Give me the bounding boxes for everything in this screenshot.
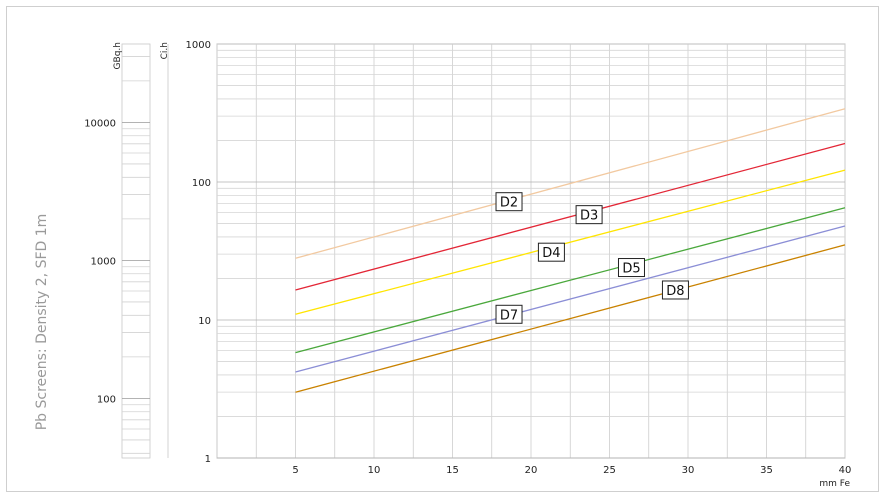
- y-tick-label: 1000: [186, 40, 211, 51]
- y-tick-label: 1: [205, 454, 211, 465]
- secondary-axis-unit: GBq.h: [113, 42, 123, 69]
- x-tick-label: 40: [839, 465, 852, 476]
- x-tick-label: 30: [682, 465, 695, 476]
- series-line-d2: [295, 108, 846, 259]
- series-line-d7: [295, 225, 846, 373]
- label-box-d4: [537, 242, 565, 262]
- series-labels: D2 D3 D4 D5 D7 D8: [495, 192, 689, 324]
- series-lines: [295, 108, 846, 393]
- secondary-tick-label: 1000: [91, 256, 116, 267]
- series-line-d5: [295, 207, 846, 354]
- secondary-axis-gbq: 100 1000 10000: [84, 43, 151, 459]
- label-box-d8: [661, 280, 689, 300]
- label-text-d5: D5: [622, 262, 640, 277]
- series-line-d4: [295, 169, 846, 315]
- series-line-d3: [295, 142, 846, 291]
- x-tick-label: 15: [446, 465, 459, 476]
- primary-axis-unit: Ci.h: [160, 42, 170, 59]
- label-text-d4: D4: [542, 246, 560, 261]
- label-box-d5: [617, 258, 645, 278]
- axis-ticks: 5 10 15 20 25 30 35 40 1 10 100 1000: [186, 40, 852, 476]
- x-tick-label: 25: [603, 465, 616, 476]
- label-text-d7: D7: [500, 308, 518, 323]
- x-axis-unit: mm Fe: [819, 479, 850, 489]
- secondary-scale-border: [121, 43, 151, 459]
- label-text-d2: D2: [500, 196, 518, 211]
- label-text-d3: D3: [580, 209, 598, 224]
- y-tick-label: 10: [198, 316, 211, 327]
- x-tick-label: 20: [525, 465, 538, 476]
- chart-frame: [6, 6, 879, 492]
- label-box-d7: [495, 304, 523, 324]
- x-tick-label: 35: [760, 465, 773, 476]
- grid: [216, 43, 846, 459]
- chart-title: Pb Screens: Density 2, SFD 1m: [34, 214, 50, 431]
- secondary-tick-label: 100: [97, 394, 116, 405]
- y-tick-label: 100: [192, 178, 211, 189]
- series-line-d8: [295, 244, 846, 393]
- x-tick-label: 5: [292, 465, 298, 476]
- label-box-d2: [495, 192, 523, 212]
- secondary-tick-label: 10000: [84, 118, 116, 129]
- label-text-d8: D8: [666, 284, 684, 299]
- x-tick-label: 10: [368, 465, 381, 476]
- label-box-d3: [575, 205, 603, 225]
